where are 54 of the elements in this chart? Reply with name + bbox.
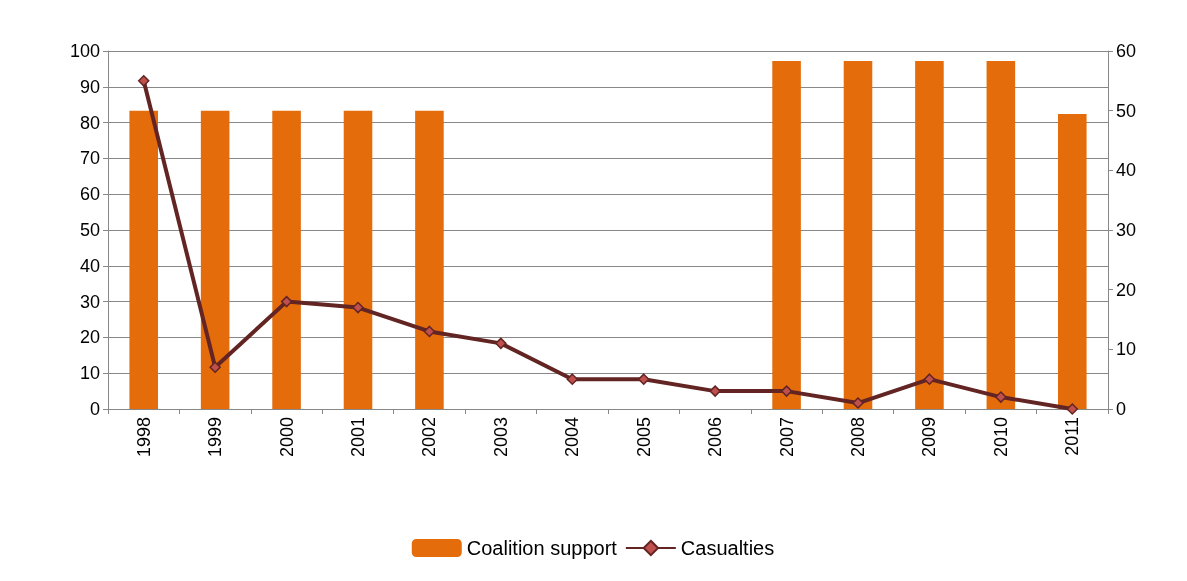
legend-label: Casualties — [680, 537, 775, 559]
point — [352, 301, 364, 314]
point — [423, 325, 436, 338]
x-tick-label: 2010 — [990, 417, 1011, 458]
bar — [843, 61, 873, 409]
point — [1066, 403, 1079, 415]
x-tick-label: 1998 — [133, 417, 154, 458]
x-tick-label: 2006 — [705, 417, 726, 458]
x-tick-label: 2004 — [562, 417, 583, 458]
x-tick-label: 2011 — [1062, 417, 1083, 456]
x-tick-label: 2005 — [633, 417, 654, 458]
y-tick-label: 70 — [79, 148, 100, 169]
bar — [200, 110, 230, 409]
bar — [915, 61, 944, 409]
x-tick-label: 2002 — [419, 417, 440, 458]
y-tick-label: 30 — [79, 291, 100, 312]
y2-tick-label: 50 — [1116, 100, 1137, 121]
y-tick-label: 40 — [79, 255, 100, 276]
y-tick-label: 0 — [89, 399, 100, 419]
y-tick-label: 80 — [79, 112, 100, 133]
point — [923, 373, 936, 385]
point — [995, 391, 1007, 403]
bar — [415, 110, 444, 409]
bar — [272, 110, 301, 409]
y2-tick-label: 10 — [1116, 339, 1137, 360]
point — [495, 337, 507, 350]
y-tick-label: 50 — [79, 220, 100, 240]
bar — [986, 61, 1016, 409]
point — [709, 385, 721, 397]
y-tick-label: 10 — [79, 363, 100, 384]
x-tick-label: 2008 — [848, 417, 868, 458]
y2-tick-label: 40 — [1116, 160, 1137, 181]
y2-tick-label: 0 — [1116, 399, 1127, 419]
y-tick-label: 90 — [79, 76, 100, 97]
point — [137, 75, 150, 87]
y-tick-label: 100 — [69, 41, 100, 61]
x-tick-label: 1999 — [205, 417, 226, 458]
point — [852, 397, 864, 409]
x-tick-label: 2001 — [348, 417, 368, 458]
y-tick-label: 20 — [79, 327, 100, 348]
y2-tick-label: 20 — [1116, 279, 1137, 300]
y-tick-label: 60 — [79, 184, 100, 205]
legend-label: Coalition support — [466, 537, 618, 559]
point — [209, 361, 221, 373]
y2-tick-label: 60 — [1116, 41, 1137, 61]
bar — [772, 61, 801, 409]
x-tick-label: 2009 — [919, 417, 940, 458]
y2-tick-label: 30 — [1116, 220, 1137, 240]
x-tick-label: 2000 — [276, 417, 297, 458]
bar — [343, 110, 373, 409]
bar — [1058, 114, 1087, 409]
x-tick-label: 2003 — [490, 417, 511, 458]
x-tick-label: 2007 — [776, 417, 797, 458]
bar — [129, 110, 158, 409]
